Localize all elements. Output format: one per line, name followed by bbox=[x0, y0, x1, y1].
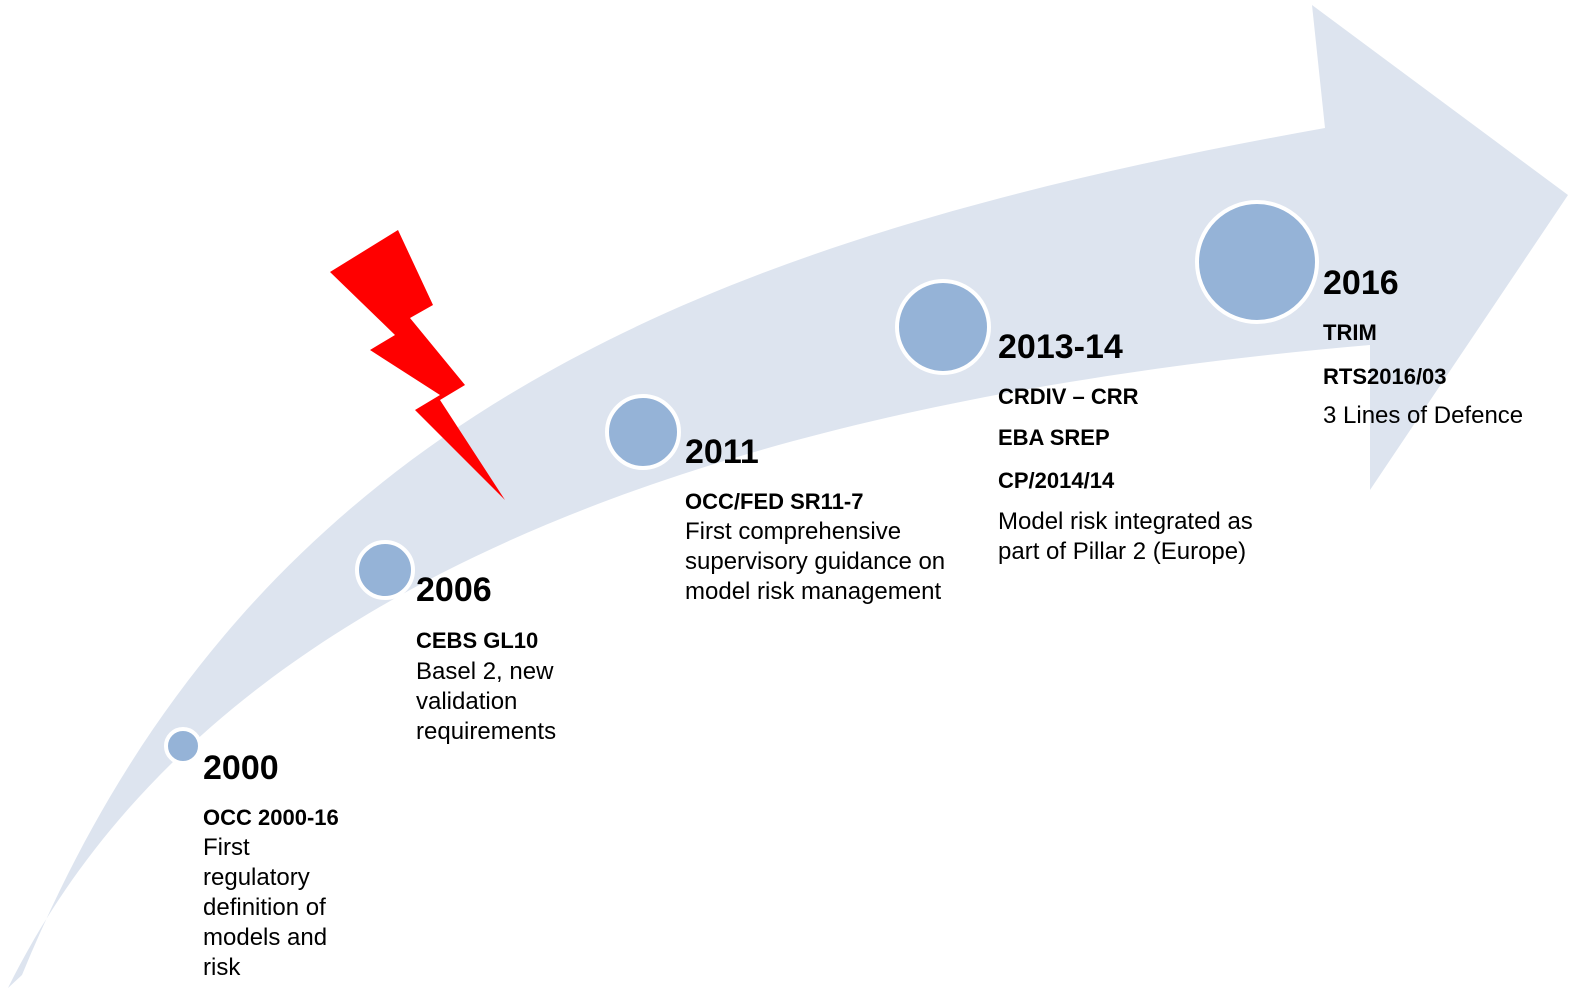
milestone-dot bbox=[605, 394, 681, 470]
milestone-description: First regulatory definition of models an… bbox=[203, 834, 328, 981]
milestone-item: EBA SREP bbox=[998, 425, 1110, 450]
lightning-bolt bbox=[330, 230, 505, 500]
milestone-dot bbox=[164, 727, 202, 765]
milestone-description: 3 Lines of Defence bbox=[1323, 402, 1524, 429]
milestone-item: CRDIV – CRR bbox=[998, 384, 1139, 409]
milestone-year: 2000 bbox=[203, 749, 279, 787]
milestone-description: Basel 2, new validation requirements bbox=[416, 658, 557, 745]
curved-arrow bbox=[8, 5, 1568, 988]
milestone-dot bbox=[355, 540, 415, 600]
milestone-year: 2013-14 bbox=[998, 328, 1123, 366]
milestone-item: CP/2014/14 bbox=[998, 468, 1115, 493]
milestone-item: OCC 2000-16 bbox=[203, 805, 339, 830]
milestone-item: CEBS GL10 bbox=[416, 628, 539, 653]
milestone-dot bbox=[895, 279, 991, 375]
milestone-item: RTS2016/03 bbox=[1323, 364, 1447, 389]
milestone-year: 2016 bbox=[1323, 264, 1399, 302]
milestone-description: First comprehensive supervisory guidance… bbox=[685, 518, 946, 605]
milestone-item: OCC/FED SR11-7 bbox=[685, 489, 864, 514]
milestone-year: 2006 bbox=[416, 571, 492, 609]
milestone-dot bbox=[1195, 200, 1319, 324]
milestone-item: TRIM bbox=[1323, 320, 1377, 345]
milestone-year: 2011 bbox=[685, 433, 759, 471]
milestone-description: Model risk integrated as part of Pillar … bbox=[998, 508, 1253, 565]
